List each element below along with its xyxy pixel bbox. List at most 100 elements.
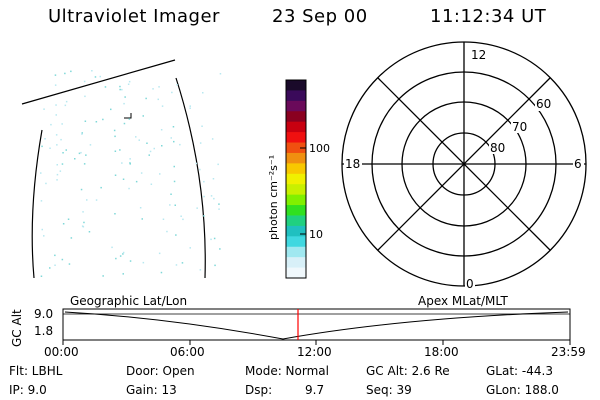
colorbar-segment — [286, 121, 306, 133]
image-speck — [113, 129, 116, 132]
colorbar-frame — [285, 79, 307, 279]
mlt-label-6: 6 — [574, 157, 582, 171]
colorbar-label: photon cm⁻²s⁻¹ — [267, 155, 280, 240]
timeline-xtick-label: 18:00 — [424, 345, 459, 359]
image-speck — [189, 107, 191, 109]
image-speck — [129, 260, 132, 262]
image-speck — [122, 273, 124, 275]
image-speck — [128, 80, 131, 83]
image-speck — [135, 136, 137, 138]
image-speck — [213, 237, 216, 240]
image-speck — [54, 74, 57, 76]
image-speck — [54, 264, 56, 266]
timeline-left-label: Geographic Lat/Lon — [70, 294, 188, 308]
colorbar-segment — [286, 205, 306, 217]
image-speck — [78, 152, 81, 155]
image-speck — [203, 215, 205, 217]
image-speck — [210, 195, 213, 197]
image-speck — [83, 163, 86, 165]
image-speck — [189, 247, 191, 249]
image-speck — [141, 218, 143, 220]
image-speck — [68, 263, 71, 265]
image-speck — [85, 154, 87, 156]
image-speck — [218, 203, 220, 205]
image-speck — [49, 267, 51, 269]
label-bg-70 — [511, 119, 529, 133]
image-speck — [124, 96, 126, 98]
image-speck — [84, 95, 86, 98]
image-speck — [203, 195, 205, 198]
image-speck — [214, 264, 216, 267]
image-speck — [81, 133, 83, 135]
image-speck — [179, 143, 181, 146]
image-speck — [43, 108, 45, 110]
image-speck — [173, 165, 175, 168]
image-speck — [119, 149, 121, 151]
image-speck — [70, 70, 72, 73]
label-bg-12 — [470, 48, 486, 62]
image-speck — [139, 207, 142, 209]
image-speck — [67, 218, 70, 220]
image-speck — [219, 248, 221, 250]
image-speck — [146, 142, 148, 144]
image-speck — [115, 257, 117, 260]
image-speck — [135, 180, 138, 183]
image-speck — [61, 123, 63, 125]
image-speck — [100, 186, 102, 189]
image-speck — [159, 173, 161, 175]
image-speck — [56, 179, 58, 181]
image-speck — [123, 122, 126, 125]
image-speck — [174, 204, 176, 206]
image-speck — [56, 173, 59, 176]
colorbar-segment — [286, 100, 306, 112]
image-speck — [114, 213, 116, 215]
colorbar-tick-label-100: 100 — [309, 142, 330, 155]
mlt-label-12: 12 — [471, 48, 486, 62]
colorbar-segment — [286, 142, 306, 154]
colorbar-segment — [286, 80, 306, 92]
glon-readout: GLon: 188.0 — [486, 383, 559, 397]
image-speck — [149, 150, 152, 153]
image-speck — [40, 172, 42, 174]
image-speck — [175, 234, 177, 236]
image-speck — [161, 145, 163, 147]
image-speck — [80, 151, 82, 154]
colorbar-segment — [286, 194, 306, 206]
image-speck — [50, 123, 52, 126]
image-speck — [122, 253, 124, 255]
colorbar-segment — [286, 184, 306, 196]
image-speck — [122, 251, 125, 254]
image-speck — [49, 147, 51, 149]
image-speck — [41, 145, 43, 148]
colorbar-segment — [286, 246, 306, 258]
image-speck — [54, 84, 57, 86]
image-speck — [41, 228, 43, 231]
image-speck — [171, 91, 173, 94]
image-speck — [175, 264, 178, 266]
meridian-diag-2 — [377, 77, 551, 251]
image-speck — [158, 252, 161, 255]
image-speck — [114, 174, 117, 176]
image-speck — [119, 88, 121, 91]
image-speck — [86, 199, 88, 201]
image-speck — [70, 237, 73, 239]
timeline-xtick-label: 23:59 — [551, 345, 586, 359]
image-speck — [173, 140, 175, 143]
image-speck — [142, 261, 145, 264]
colorbar-segment — [286, 90, 306, 102]
image-speck — [54, 254, 56, 257]
image-speck — [91, 70, 93, 72]
image-speck — [129, 158, 131, 160]
timeline-xtick-label: 12:00 — [297, 345, 332, 359]
marker-glyph — [124, 113, 132, 119]
image-right-edge — [175, 77, 206, 279]
image-speck — [59, 170, 62, 172]
image-speck — [102, 118, 104, 121]
image-speck — [55, 134, 58, 136]
image-left-edge — [31, 129, 43, 279]
image-speck — [140, 172, 143, 174]
colorbar-segment — [286, 173, 306, 185]
image-speck — [218, 208, 220, 210]
glat-readout: GLat: -44.3 — [486, 364, 553, 378]
image-speck — [62, 223, 65, 225]
